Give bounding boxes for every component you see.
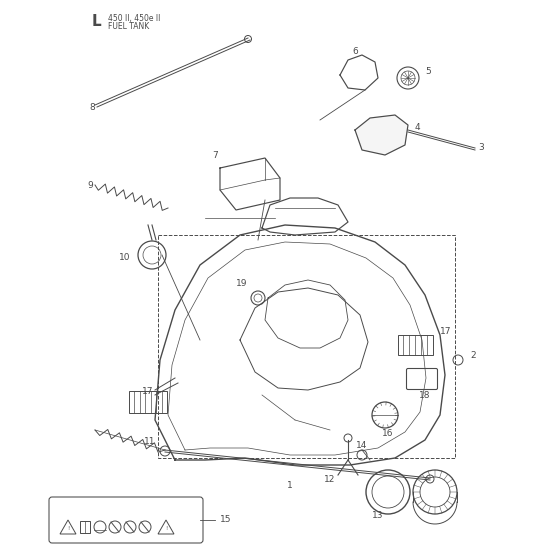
Text: 14: 14 [356,441,368,450]
Text: !: ! [165,526,167,531]
Text: 10: 10 [119,254,130,263]
Text: 7: 7 [212,152,218,161]
Text: 17: 17 [440,328,451,337]
Text: 19: 19 [236,279,248,288]
Text: L: L [92,14,101,29]
Text: 13: 13 [372,511,384,520]
Text: 6: 6 [352,48,358,57]
Text: 450 II, 450e II: 450 II, 450e II [108,14,160,23]
Text: FUEL TANK: FUEL TANK [108,22,150,31]
Text: 17: 17 [142,388,154,396]
Text: 8: 8 [89,104,95,113]
Text: 18: 18 [419,390,431,399]
Polygon shape [355,115,408,155]
Text: 16: 16 [382,430,394,438]
Text: 15: 15 [220,516,231,525]
Text: 12: 12 [324,475,335,484]
Text: 3: 3 [478,143,484,152]
Text: 5: 5 [425,68,431,77]
Text: 4: 4 [415,124,421,133]
Text: 9: 9 [87,180,93,189]
Text: 11: 11 [144,437,156,446]
Text: 2: 2 [470,351,475,360]
Text: 1: 1 [287,480,293,489]
Text: !: ! [67,526,69,531]
